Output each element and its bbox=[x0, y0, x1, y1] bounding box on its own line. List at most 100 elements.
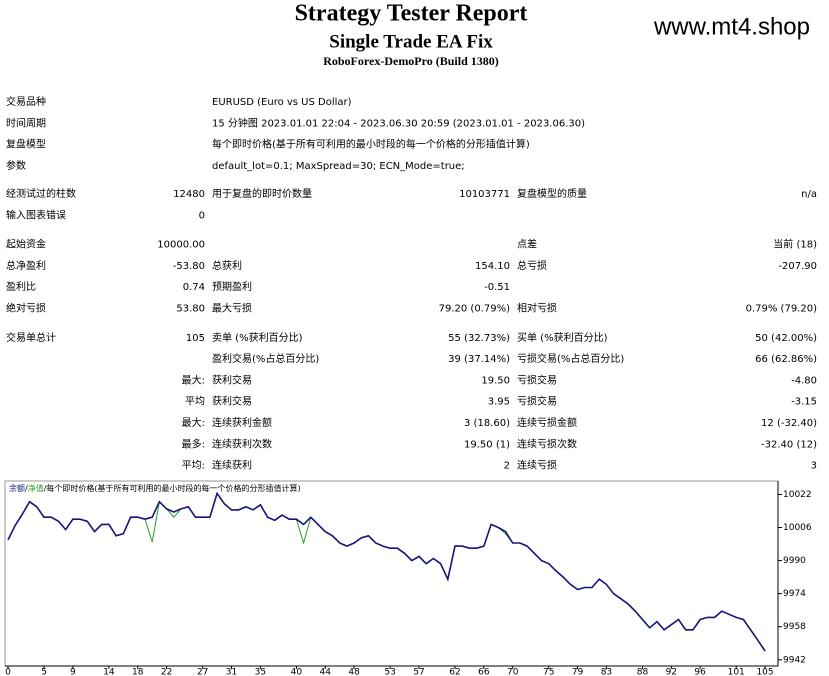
x-tick-label: 96 bbox=[694, 668, 706, 676]
x-tick-label: 83 bbox=[601, 668, 612, 676]
x-tick-label: 9 bbox=[70, 668, 76, 676]
stat-label: 卖单 (%获利百分比) bbox=[212, 332, 303, 344]
stat-value: 当前 (18) bbox=[773, 238, 817, 251]
stat-value: n/a bbox=[801, 189, 817, 200]
watermark: www.mt4.shop bbox=[653, 13, 810, 40]
stat-value: 55 (32.73%) bbox=[448, 333, 510, 344]
legend-item: / bbox=[25, 484, 28, 493]
y-tick-label: 9958 bbox=[783, 622, 806, 632]
stat-value: 3 (18.60) bbox=[464, 418, 510, 429]
stat-value: 平均: bbox=[182, 460, 205, 472]
y-tick-label: 9974 bbox=[783, 589, 806, 599]
stat-label: 连续亏损次数 bbox=[517, 437, 577, 450]
stat-value: 2 bbox=[504, 461, 510, 472]
stat-label: 总获利 bbox=[212, 259, 242, 272]
x-tick-label: 35 bbox=[255, 668, 266, 676]
stat-value: -3.15 bbox=[791, 397, 817, 408]
stat-label: 经测试过的柱数 bbox=[6, 187, 76, 200]
x-tick-label: 44 bbox=[320, 668, 332, 676]
stat-label: 连续获利 bbox=[212, 459, 252, 472]
x-tick-label: 14 bbox=[103, 668, 115, 676]
x-tick-label: 53 bbox=[384, 668, 395, 676]
series-line bbox=[7, 491, 766, 652]
stat-value: 最多: bbox=[182, 437, 205, 450]
stat-value: -32.40 (12) bbox=[761, 439, 817, 450]
stat-value: 3.95 bbox=[488, 397, 510, 408]
stat-label: 预期盈利 bbox=[212, 281, 252, 293]
ea-name: Single Trade EA Fix bbox=[329, 31, 493, 52]
legend-item: 每个即时价格(基于所有可利用的最小时段的每一个价格的分形插值计算) bbox=[46, 483, 300, 493]
stat-value: 最大: bbox=[182, 373, 205, 386]
stat-label: 盈利交易(%占总百分比) bbox=[212, 352, 319, 365]
x-tick-label: 0 bbox=[5, 668, 11, 676]
stat-value: 66 (62.86%) bbox=[755, 354, 817, 365]
stat-value: 154.10 bbox=[475, 261, 510, 272]
stat-label: 连续亏损 bbox=[517, 459, 557, 472]
x-tick-label: 79 bbox=[572, 668, 584, 676]
stat-label: 相对亏损 bbox=[517, 302, 557, 315]
x-tick-label: 92 bbox=[666, 668, 677, 676]
stat-value: 3 bbox=[811, 461, 817, 472]
stat-value: 10103771 bbox=[459, 189, 510, 200]
x-tick-label: 31 bbox=[226, 668, 237, 676]
stat-label: 获利交易 bbox=[212, 395, 252, 408]
x-tick-label: 88 bbox=[637, 668, 649, 676]
stat-label: 亏损交易 bbox=[517, 373, 557, 386]
legend: 余额/净值/每个即时价格(基于所有可利用的最小时段的每一个价格的分形插值计算) bbox=[9, 483, 301, 493]
info-label: 参数 bbox=[6, 159, 26, 172]
y-tick-label: 10022 bbox=[783, 490, 812, 500]
stat-value: 50 (42.00%) bbox=[755, 333, 817, 344]
info-label: 复盘模型 bbox=[6, 138, 46, 151]
x-tick-label: 48 bbox=[348, 668, 360, 676]
stat-value: -4.80 bbox=[791, 375, 817, 386]
stat-label: 点差 bbox=[517, 238, 537, 251]
stat-label: 最大亏损 bbox=[212, 302, 252, 315]
stat-label: 绝对亏损 bbox=[6, 302, 46, 315]
stat-value: 79.20 (0.79%) bbox=[439, 304, 510, 315]
stat-label: 亏损交易 bbox=[517, 395, 557, 408]
x-tick-label: 105 bbox=[756, 668, 773, 676]
stat-value: 39 (37.14%) bbox=[448, 354, 510, 365]
x-tick-label: 66 bbox=[478, 668, 490, 676]
x-tick-label: 22 bbox=[161, 668, 172, 676]
stat-value: 19.50 (1) bbox=[464, 439, 510, 450]
server: RoboForex-DemoPro (Build 1380) bbox=[323, 54, 499, 68]
stat-value: -0.51 bbox=[484, 282, 510, 293]
x-tick-label: 70 bbox=[507, 668, 519, 676]
stat-label: 总亏损 bbox=[517, 259, 547, 272]
y-tick-label: 9942 bbox=[783, 655, 806, 665]
stat-value: 0.79% (79.20) bbox=[746, 304, 817, 315]
stat-label: 起始资金 bbox=[6, 238, 46, 251]
info-label: 交易品种 bbox=[6, 95, 46, 108]
stat-value: 10000.00 bbox=[157, 240, 205, 251]
info-value: 15 分钟图 2023.01.01 22:04 - 2023.06.30 20:… bbox=[212, 116, 585, 129]
stat-label: 总净盈利 bbox=[6, 259, 46, 272]
chart-frame bbox=[4, 480, 779, 667]
y-tick-label: 10006 bbox=[783, 523, 812, 533]
stat-value: 最大: bbox=[182, 416, 205, 429]
legend-item: 净值 bbox=[28, 483, 44, 493]
report-title: Strategy Tester Report bbox=[295, 1, 528, 27]
stat-label: 输入图表错误 bbox=[6, 208, 66, 221]
x-tick-label: 40 bbox=[291, 668, 303, 676]
x-tick-label: 57 bbox=[413, 668, 424, 676]
stat-label: 连续亏损金额 bbox=[517, 416, 577, 429]
stat-value: 105 bbox=[186, 333, 205, 344]
stat-value: 0 bbox=[199, 210, 205, 221]
stat-value: 12 (-32.40) bbox=[761, 418, 817, 429]
stat-value: 0.74 bbox=[183, 282, 205, 293]
x-tick-label: 5 bbox=[41, 668, 47, 676]
x-tick-label: 27 bbox=[197, 668, 208, 676]
stat-label: 用于复盘的即时价数量 bbox=[212, 187, 312, 200]
info-value: 每个即时价格(基于所有可利用的最小时段的每一个价格的分形插值计算) bbox=[212, 138, 530, 151]
stat-value: 19.50 bbox=[481, 375, 510, 386]
stat-label: 复盘模型的质量 bbox=[517, 187, 587, 200]
stat-label: 连续获利金额 bbox=[212, 416, 272, 429]
stat-label: 亏损交易(%占总百分比) bbox=[517, 352, 624, 365]
stat-value: 12480 bbox=[173, 189, 205, 200]
x-tick-label: 18 bbox=[132, 668, 144, 676]
x-tick-label: 62 bbox=[449, 668, 460, 676]
info-value: EURUSD (Euro vs US Dollar) bbox=[212, 97, 352, 108]
stat-label: 获利交易 bbox=[212, 373, 252, 386]
